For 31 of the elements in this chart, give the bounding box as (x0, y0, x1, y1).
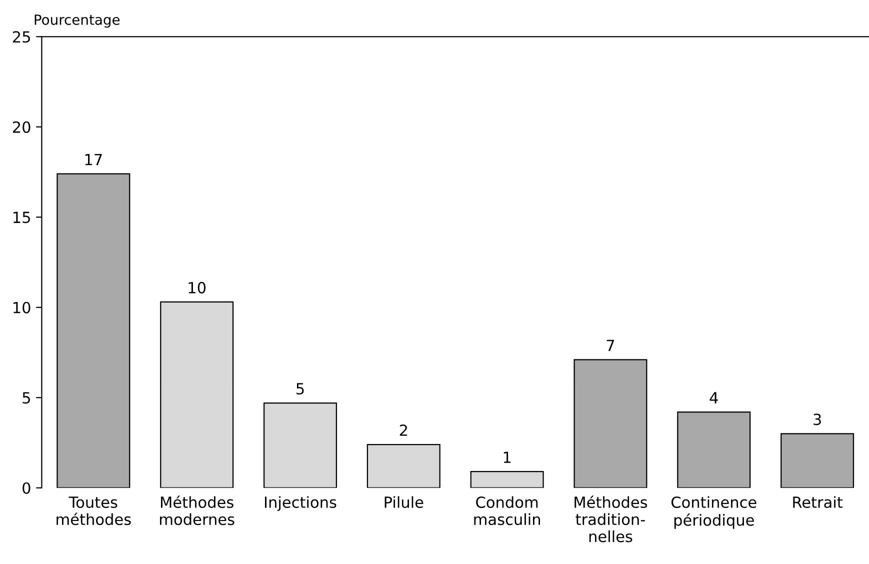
data-label: 7 (606, 340, 614, 351)
y-axis-title: Pourcentage (34, 14, 120, 28)
x-tick-label: Condom masculin (474, 496, 540, 526)
bar (677, 412, 751, 488)
data-label: 1 (504, 452, 511, 463)
data-label: 5 (296, 383, 304, 395)
x-tick-label: Retrait (793, 496, 843, 508)
bar (160, 301, 234, 488)
y-tick-label: 5 (22, 392, 30, 404)
data-label: 4 (710, 392, 718, 404)
data-label: 2 (400, 424, 407, 436)
y-tick-label: 25 (12, 31, 30, 43)
data-label: 3 (814, 414, 821, 426)
x-tick-label: Injections (265, 496, 336, 511)
y-tick-label: 0 (22, 482, 30, 494)
data-label: 10 (188, 282, 206, 294)
data-label: 17 (85, 154, 102, 166)
y-tick-label: 10 (14, 302, 30, 314)
bar (780, 433, 854, 488)
x-tick-label: Pilule (384, 496, 424, 508)
x-tick-label: Toutes méthodes (56, 496, 131, 526)
bar (470, 471, 544, 488)
bar (56, 173, 130, 488)
y-tick-label: 20 (12, 121, 30, 133)
x-tick-label: Continence périodique (671, 496, 756, 529)
y-tick-label: 15 (14, 212, 30, 224)
bar (574, 359, 648, 488)
bar (263, 402, 337, 488)
bar (366, 444, 440, 488)
x-tick-label: Méthodes tradition- nelles (574, 496, 648, 542)
x-tick-label: Méthodes modernes (160, 496, 234, 526)
